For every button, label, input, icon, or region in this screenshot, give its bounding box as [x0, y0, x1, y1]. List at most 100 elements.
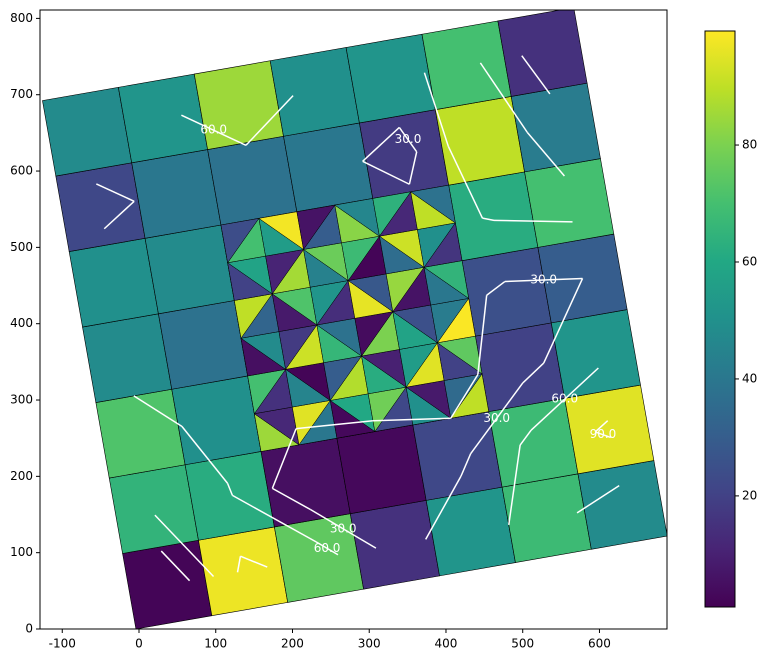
contour-label: 60.0	[314, 541, 341, 555]
contour-line	[460, 453, 472, 477]
mesh-cell	[55, 162, 146, 252]
contour-line	[493, 219, 573, 223]
mesh-cell	[283, 122, 374, 213]
contour-line	[271, 428, 297, 489]
contour-line	[447, 145, 484, 219]
y-tick-label: 300	[10, 393, 33, 407]
colorbar-body	[704, 30, 736, 608]
contour-line	[181, 425, 229, 484]
contour-line	[477, 295, 488, 375]
mesh-cell	[497, 10, 588, 97]
contour-line	[315, 541, 339, 556]
contour-line	[310, 508, 377, 549]
mesh-cell	[122, 539, 213, 629]
mesh-cell	[184, 451, 275, 541]
contour-line	[470, 382, 524, 455]
mesh-cell	[207, 135, 298, 226]
contour-line	[296, 420, 374, 430]
contour-line	[240, 555, 268, 568]
contour-line	[362, 160, 410, 185]
colorbar-tick-label: 80	[742, 138, 757, 152]
mesh-cell	[131, 149, 222, 239]
contour-line	[482, 217, 495, 222]
contour-line	[543, 278, 584, 364]
y-tick-label: 500	[10, 240, 33, 254]
mesh-triangle	[372, 191, 412, 237]
contour-line	[576, 485, 620, 514]
axes-frame	[39, 9, 668, 630]
contour-label: 30.0	[483, 411, 510, 425]
contour-line	[103, 200, 135, 230]
mesh-cell	[68, 237, 159, 328]
mesh-cell	[412, 411, 503, 501]
mesh-cell	[108, 464, 199, 554]
contour-line	[245, 95, 294, 146]
contour-line	[526, 131, 565, 177]
contour-line	[226, 482, 234, 496]
contour-label: 30.0	[395, 132, 422, 146]
contour-line	[521, 55, 551, 95]
mesh	[42, 10, 667, 629]
mesh-cell	[95, 388, 186, 479]
x-tick-label: 300	[358, 637, 381, 651]
contour-line	[423, 72, 450, 147]
mesh-triangle	[296, 204, 336, 251]
y-tick-label: 200	[10, 469, 33, 483]
mesh-cell	[448, 171, 539, 262]
mesh-cell	[421, 20, 512, 111]
mesh-cell	[524, 158, 615, 248]
contour-label: 60.0	[551, 392, 578, 406]
contour-line	[398, 126, 418, 153]
contour-line	[504, 277, 583, 283]
mesh-cell	[550, 309, 641, 399]
y-tick-label: 600	[10, 164, 33, 178]
contour-line	[160, 550, 191, 582]
mesh-cell	[144, 224, 235, 315]
contour-line	[372, 417, 451, 422]
mesh-cell	[461, 247, 552, 337]
mesh-cell	[42, 86, 133, 177]
mesh-cell	[359, 109, 450, 199]
colorbar: 20 40 60 80	[704, 30, 757, 608]
y-tick-label: 100	[10, 545, 33, 559]
mesh-cell	[336, 424, 427, 515]
x-tick-label: 600	[588, 637, 611, 651]
contour-line	[479, 62, 528, 133]
mesh-triangle	[220, 218, 260, 264]
contours: 30.0 30.0 30.0 30.0 60.0 60.0 60.0 90.0	[96, 55, 620, 582]
mesh-cell	[118, 73, 208, 164]
x-tick-label: 500	[511, 637, 534, 651]
contour-line	[96, 183, 135, 202]
axes: -100 0 100 200 300 400 500 600 0 100 200 300 400 500 6…	[10, 11, 611, 651]
colorbar-tick-label: 20	[742, 488, 757, 502]
contour-line	[408, 151, 418, 185]
mesh-cell	[577, 460, 667, 550]
mesh-triangle	[410, 184, 456, 224]
colorbar-tick-label: 60	[742, 254, 757, 268]
contour-line	[232, 494, 317, 543]
contour-line	[486, 280, 506, 296]
contour-label: 60.0	[200, 123, 227, 137]
contour-line	[271, 487, 311, 511]
contour-line	[530, 367, 599, 431]
contour-line	[519, 429, 532, 446]
contour-label: 30.0	[530, 273, 557, 287]
contour-line	[425, 475, 462, 540]
x-tick-label: 100	[204, 637, 227, 651]
contour-line	[154, 514, 215, 578]
y-tick-label: 800	[10, 11, 33, 25]
contour-label: 90.0	[590, 427, 617, 441]
mesh-cell	[82, 313, 173, 403]
x-tick-label: 200	[281, 637, 304, 651]
mesh-cell	[345, 33, 436, 124]
contour-line	[522, 362, 545, 384]
y-tick-label: 700	[10, 87, 33, 101]
mesh-cell	[158, 300, 249, 390]
mesh-cell	[425, 486, 516, 577]
y-tick-label: 0	[25, 622, 33, 636]
x-tick-label: 400	[435, 637, 458, 651]
contour-label: 30.0	[330, 521, 357, 535]
contour-line	[594, 420, 609, 433]
